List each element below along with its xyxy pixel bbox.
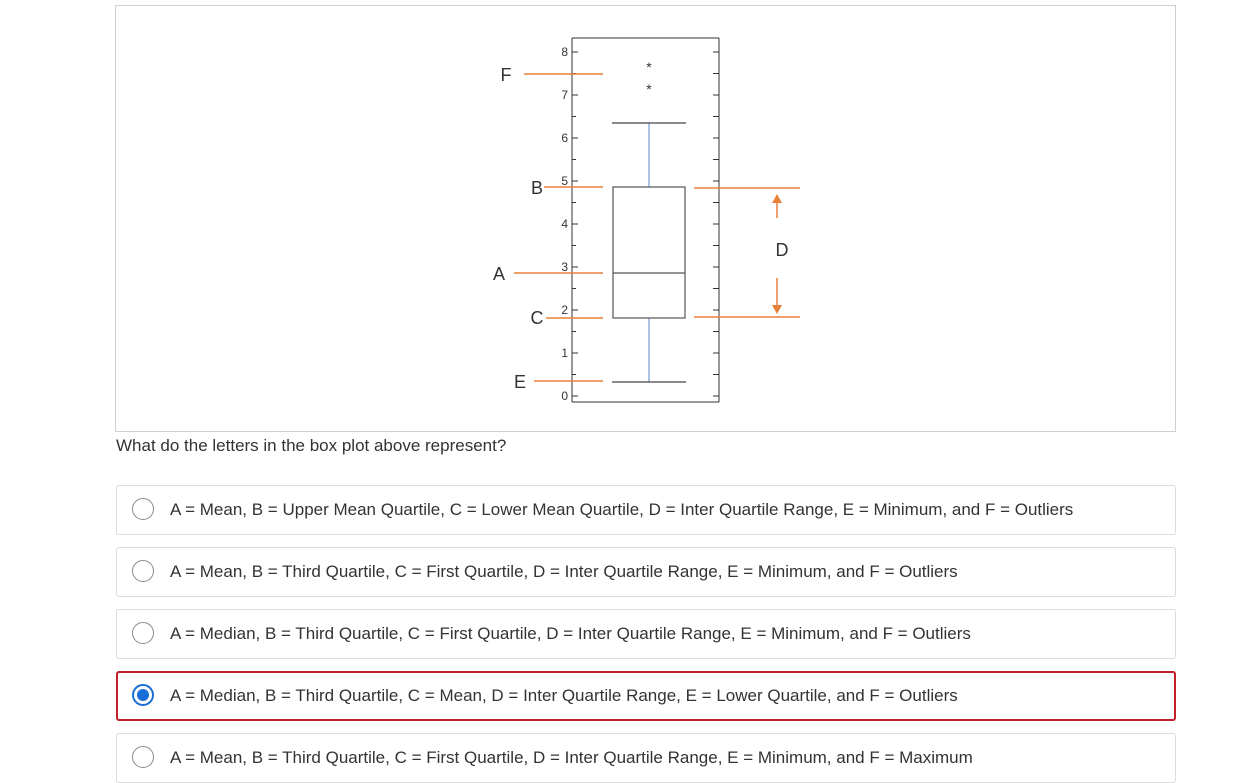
letter-d: D	[776, 240, 789, 260]
answer-option-label: A = Median, B = Third Quartile, C = Mean…	[170, 686, 958, 705]
question-text: What do the letters in the box plot abov…	[116, 436, 507, 455]
d-arrow-down-icon	[772, 305, 782, 314]
box-plot-figure: 0 1 2 3 4 5 6 7 8 * * F B A C E D	[115, 5, 1176, 432]
answer-option[interactable]: A = Median, B = Third Quartile, C = Firs…	[116, 609, 1176, 659]
axis-tick-label: 2	[561, 303, 568, 317]
answer-option[interactable]: A = Mean, B = Third Quartile, C = First …	[116, 733, 1176, 783]
letter-a: A	[493, 264, 505, 284]
letter-f: F	[501, 65, 512, 85]
outlier-marker: *	[646, 81, 652, 97]
axis-tick-label: 4	[561, 217, 568, 231]
answer-option[interactable]: A = Mean, B = Third Quartile, C = First …	[116, 547, 1176, 597]
answer-option[interactable]: A = Median, B = Third Quartile, C = Mean…	[116, 671, 1176, 721]
axis-tick-label: 7	[561, 88, 568, 102]
radio-icon[interactable]	[132, 622, 154, 644]
letter-e: E	[514, 372, 526, 392]
axis-tick-label: 1	[561, 346, 568, 360]
radio-icon[interactable]	[132, 498, 154, 520]
axis-ticks	[572, 51, 719, 397]
d-arrow-up-icon	[772, 194, 782, 203]
answer-option-label: A = Mean, B = Third Quartile, C = First …	[170, 748, 973, 767]
answer-option-label: A = Median, B = Third Quartile, C = Firs…	[170, 624, 971, 643]
axis-tick-label: 6	[561, 131, 568, 145]
axis-tick-label: 0	[561, 389, 568, 403]
axis-tick-label: 5	[561, 174, 568, 188]
radio-selected-icon[interactable]	[132, 684, 154, 706]
axis-tick-label: 8	[561, 45, 568, 59]
letter-b: B	[531, 178, 543, 198]
letter-c: C	[531, 308, 544, 328]
axis-tick-labels: 0 1 2 3 4 5 6 7 8	[561, 45, 568, 403]
radio-icon[interactable]	[132, 746, 154, 768]
radio-icon[interactable]	[132, 560, 154, 582]
answer-option-label: A = Mean, B = Third Quartile, C = First …	[170, 562, 958, 581]
answer-option[interactable]: A = Mean, B = Upper Mean Quartile, C = L…	[116, 485, 1176, 535]
outlier-marker: *	[646, 59, 652, 75]
box-plot-svg: 0 1 2 3 4 5 6 7 8 * * F B A C E D	[493, 37, 800, 403]
axis-tick-label: 3	[561, 260, 568, 274]
box	[612, 186, 686, 319]
answer-option-label: A = Mean, B = Upper Mean Quartile, C = L…	[170, 500, 1074, 519]
